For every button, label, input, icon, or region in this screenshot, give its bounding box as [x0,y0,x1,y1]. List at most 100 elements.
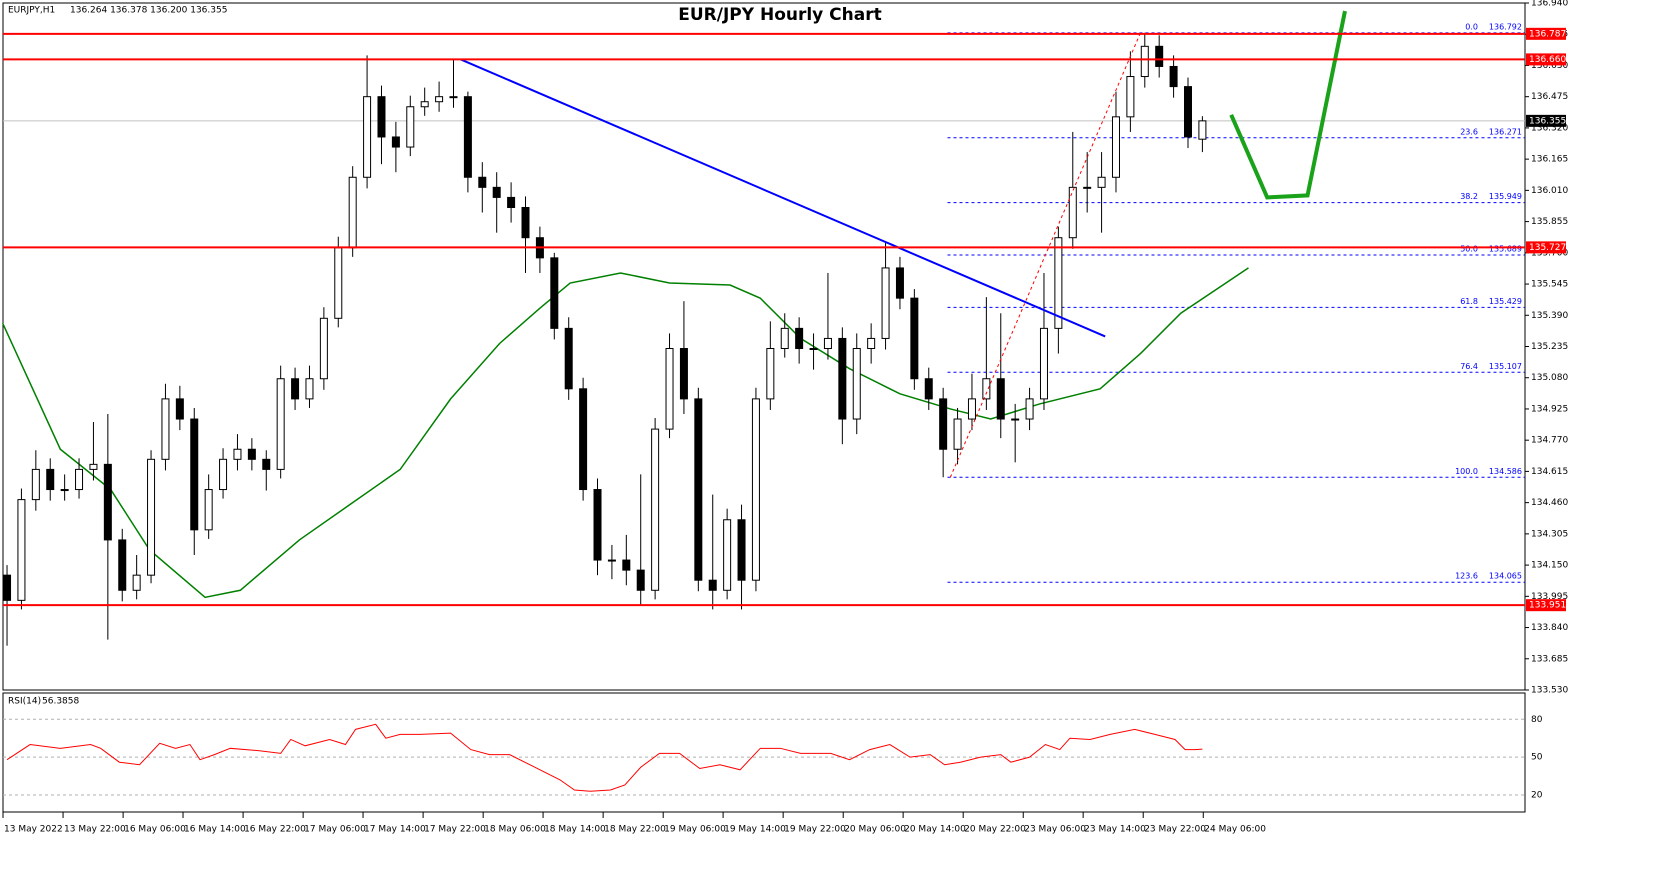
fib-ratio: 0.0 [1465,22,1478,31]
candle-body [723,519,732,591]
y-tick-label: 134.925 [1531,404,1568,414]
rsi-tick-label: 50 [1531,753,1543,763]
moving-average [2,267,1249,599]
candle-body [233,448,242,460]
candle-body [982,378,991,400]
rsi-frame [2,692,1526,813]
x-tick-label: 17 May 06:00 [304,825,366,835]
candle-body [1140,45,1149,78]
y-tick-label: 133.840 [1531,623,1568,633]
x-tick-label: 13 May 2022 [4,825,63,835]
ohlc-header: 136.264 136.378 136.200 136.355 [70,6,227,16]
candle-body [1097,176,1106,188]
plot-frame [2,2,1526,691]
level-box [1526,599,1566,612]
candle-body [463,96,472,178]
x-tick-label: 13 May 22:00 [64,825,126,835]
fib-ratio: 76.4 [1460,362,1478,371]
x-tick-label: 19 May 06:00 [664,825,726,835]
candle-body [939,398,948,450]
fib-price: 136.792 [1489,22,1522,31]
candle-body [319,317,328,380]
y-tick-label: 133.685 [1531,654,1568,664]
candle-body [219,458,228,491]
y-tick-label: 134.150 [1531,561,1568,571]
candle-body [17,499,26,601]
candle-body [377,96,386,138]
current-price-label: 136.355 [1529,116,1566,126]
rsi-tick-label: 20 [1531,791,1543,801]
y-tick-label: 133.995 [1531,592,1568,602]
candle-body [1083,186,1092,189]
candle-body [435,96,444,103]
level-box [1526,53,1566,66]
fib-price: 134.065 [1489,572,1522,581]
candle-body [391,136,400,148]
fib-ratio: 23.6 [1460,127,1478,136]
level-box [1526,27,1566,40]
y-tick-label: 136.940 [1531,0,1568,9]
candle-body [204,489,213,531]
candle-body [31,468,40,501]
x-tick-label: 18 May 14:00 [544,825,606,835]
candle-body [147,458,156,576]
fib-diagonal [949,32,1141,478]
x-tick-label: 18 May 06:00 [484,825,546,835]
y-tick-label: 135.080 [1531,373,1568,383]
y-tick-label: 133.530 [1531,686,1568,696]
candle-body [564,327,573,390]
candle-body [550,257,559,329]
candle-body [1039,327,1048,400]
candle-body [636,569,645,591]
candle-body [593,489,602,561]
candle-body [1025,398,1034,420]
y-tick-label: 134.305 [1531,529,1568,539]
candle-body [651,428,660,591]
fib-ratio: 38.2 [1460,192,1478,201]
candle-body [89,463,98,470]
candle-body [1111,116,1120,178]
candle-body [1169,65,1178,88]
x-tick-label: 20 May 06:00 [844,825,906,835]
candle-body [161,398,170,460]
rsi-value: 56.3858 [42,697,79,707]
symbol: EURJPY,H1 [8,6,55,16]
fib-ratio: 100.0 [1455,467,1478,476]
candle-body [924,378,933,400]
candle-body [507,196,516,208]
x-tick-label: 18 May 22:00 [604,825,666,835]
x-tick-label: 17 May 22:00 [424,825,486,835]
candle-body [694,398,703,581]
candle-body [967,398,976,420]
candle-body [291,378,300,400]
fib-ratio: 50.0 [1460,245,1478,254]
candle-body [579,388,588,491]
candle-body [607,559,616,562]
candle-body [996,378,1005,420]
candle-body [420,101,429,108]
candle-body [737,519,746,581]
candle-body [852,348,861,420]
candle-body [622,559,631,571]
candle-body [1011,418,1020,421]
candle-body [190,418,199,531]
y-tick-label: 135.545 [1531,280,1568,290]
level-label: 135.727 [1529,243,1566,253]
fib-price: 134.586 [1489,467,1522,476]
fib-price: 135.429 [1489,297,1522,306]
y-tick-label: 134.615 [1531,467,1568,477]
candle-body [521,206,530,239]
candle-body [1068,186,1077,239]
candle-body [867,337,876,350]
y-tick-label: 136.165 [1531,155,1568,165]
fib-ratio: 61.8 [1460,297,1478,306]
x-tick-label: 16 May 06:00 [124,825,186,835]
candle-body [118,539,127,591]
y-tick-label: 136.010 [1531,186,1568,196]
y-tick-label: 135.235 [1531,342,1568,352]
candle-body [132,574,141,591]
level-label: 133.951 [1529,601,1566,611]
candle-body [881,267,890,339]
rsi-tick-label: 80 [1531,715,1543,725]
x-tick-label: 19 May 22:00 [784,825,846,835]
